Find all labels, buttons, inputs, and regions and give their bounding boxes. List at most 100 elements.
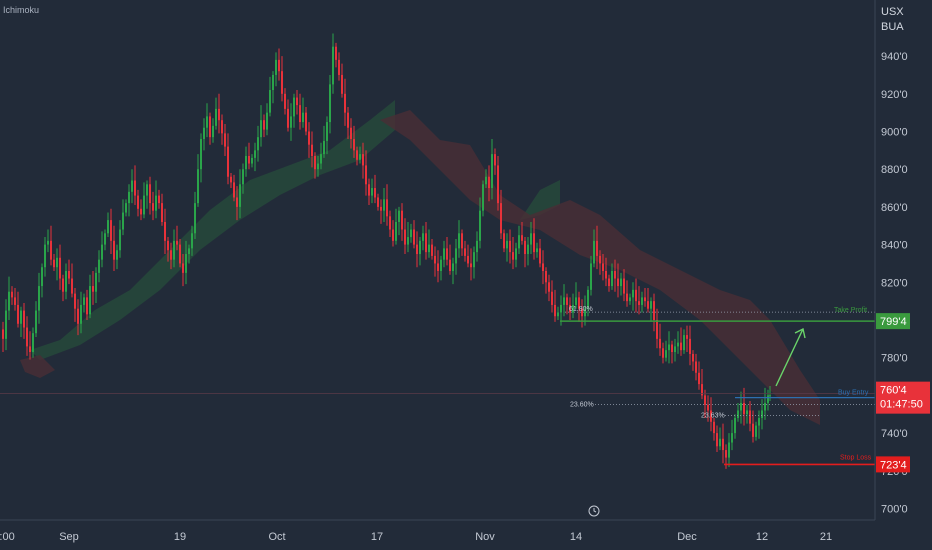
candle-body: [413, 229, 415, 245]
candle-body: [548, 282, 550, 292]
candle-body: [110, 220, 112, 241]
candle-body: [245, 156, 247, 170]
candle-body: [242, 169, 244, 185]
candle-body: [29, 346, 31, 353]
y-tick-label: 900'0: [881, 127, 908, 139]
candle-body: [35, 310, 37, 334]
clock-icon[interactable]: [588, 505, 600, 517]
candle-body: [158, 195, 160, 204]
x-tick-label: Dec: [677, 531, 697, 543]
candle-body: [251, 157, 253, 164]
candle-body: [674, 346, 676, 353]
candle-body: [656, 320, 658, 339]
candle-body: [620, 278, 622, 287]
candle-body: [185, 254, 187, 273]
candle-body: [593, 240, 595, 264]
candle-body: [164, 221, 166, 241]
candle-body: [458, 233, 460, 249]
candle-body: [140, 208, 142, 215]
candle-body: [188, 248, 190, 255]
candle-body: [2, 329, 4, 339]
candle-body: [440, 259, 442, 271]
candle-body: [485, 176, 487, 185]
candle-body: [407, 237, 409, 245]
candle-body: [464, 248, 466, 256]
candle-body: [53, 259, 55, 268]
candle-body: [608, 278, 610, 287]
candle-body: [401, 210, 403, 230]
candle-body: [17, 304, 19, 324]
buy-entry-label: Buy Entry: [838, 390, 869, 397]
current-price-tag-bg: [876, 381, 930, 414]
x-tick-label: 14: [570, 531, 582, 543]
candle-body: [347, 112, 349, 128]
candle-body: [92, 286, 94, 292]
candle-body: [269, 90, 271, 113]
candle-body: [539, 248, 541, 264]
candle-body: [716, 433, 718, 447]
candle-body: [143, 195, 145, 215]
candle-body: [566, 297, 568, 305]
candle-body: [614, 270, 616, 279]
candle-body: [488, 176, 490, 189]
candle-body: [725, 450, 727, 458]
x-tick-label: 19: [174, 531, 186, 543]
candle-body: [332, 46, 334, 85]
candle-body: [617, 278, 619, 287]
candle-body: [542, 263, 544, 271]
candle-body: [26, 327, 28, 347]
candle-body: [173, 240, 175, 260]
x-tick-label: 17: [371, 531, 383, 543]
candle-body: [59, 257, 61, 279]
y-tick-label: 840'0: [881, 240, 908, 252]
candle-body: [755, 425, 757, 437]
candle-body: [8, 291, 10, 311]
candle-body: [446, 248, 448, 260]
candle-body: [227, 146, 229, 177]
candle-body: [266, 112, 268, 130]
candle-body: [563, 297, 565, 305]
candle-body: [602, 263, 604, 271]
candle-body: [527, 244, 529, 255]
take-profit-price-tag: 799'4: [880, 316, 907, 328]
candle-body: [101, 244, 103, 260]
candle-body: [737, 410, 739, 419]
candle-body: [758, 418, 760, 426]
candle-body: [122, 212, 124, 230]
x-tick-label: Oct: [268, 531, 285, 543]
candle-body: [296, 97, 298, 106]
candle-body: [218, 108, 220, 121]
candle-body: [410, 229, 412, 238]
cloud-bear-band: [20, 355, 55, 378]
candle-body: [86, 297, 88, 315]
annotation-lines: 61.80% Take Profit Buy Entry 23.60% 23.63% St…: [0, 306, 875, 466]
candle-body: [104, 233, 106, 245]
candle-body: [719, 438, 721, 447]
candle-body: [89, 286, 91, 315]
candle-body: [371, 188, 373, 196]
candle-body: [149, 184, 151, 204]
candle-body: [326, 122, 328, 141]
candle-body: [704, 395, 706, 405]
candle-body: [56, 257, 58, 268]
candle-body: [611, 270, 613, 287]
candle-body: [452, 263, 454, 271]
candle-body: [137, 195, 139, 209]
x-tick-label: Nov: [475, 531, 495, 543]
candle-body: [170, 250, 172, 260]
candle-body: [695, 361, 697, 373]
candle-body: [761, 410, 763, 419]
candle-body: [200, 139, 202, 170]
candle-body: [470, 263, 472, 268]
candle-body: [713, 421, 715, 434]
candle-body: [599, 255, 601, 264]
stop-loss-label: Stop Loss: [840, 454, 872, 461]
stop-loss-price-tag: 723'4: [880, 459, 907, 471]
y-tick-label: 860'0: [881, 202, 908, 214]
candle-body: [338, 59, 340, 75]
candle-body: [449, 259, 451, 271]
candle-body: [275, 59, 277, 75]
candle-body: [41, 267, 43, 287]
candle-body: [515, 248, 517, 260]
